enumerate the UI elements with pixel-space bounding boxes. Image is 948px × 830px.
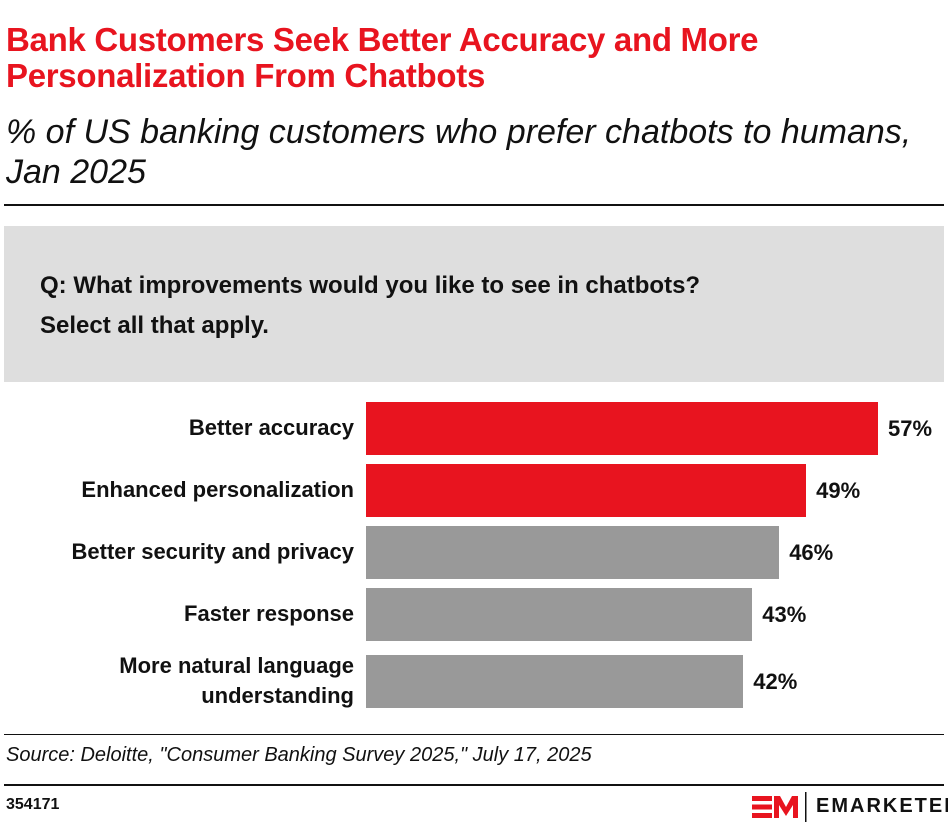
data-label: 43%: [762, 602, 807, 627]
bar: [366, 655, 744, 708]
question-text: Q: What improvements would you like to s…: [40, 266, 700, 346]
category-label: More natural language understanding: [119, 653, 354, 708]
data-label: 42%: [753, 669, 798, 694]
data-label: 46%: [789, 540, 834, 565]
source-note: Source: Deloitte, "Consumer Banking Surv…: [6, 744, 592, 766]
divider: [4, 784, 944, 786]
chart-subtitle: % of US banking customers who prefer cha…: [6, 113, 912, 191]
category-label: Faster response: [184, 601, 354, 626]
question-line-2: Select all that apply.: [40, 312, 269, 339]
divider: [4, 734, 944, 735]
divider: [4, 204, 944, 206]
category-label: Enhanced personalization: [81, 477, 354, 502]
bar: [366, 402, 878, 455]
data-label: 49%: [816, 478, 861, 503]
category-label: Better security and privacy: [71, 539, 354, 564]
question-line-1: Q: What improvements would you like to s…: [40, 272, 701, 299]
bar: [366, 588, 753, 641]
question-box: Q: What improvements would you like to s…: [4, 226, 944, 382]
brand-name: EMARKETER: [816, 795, 948, 817]
category-label: Better accuracy: [188, 415, 354, 440]
bar: [366, 464, 807, 517]
bar: [366, 526, 780, 579]
chart-title: Bank Customers Seek Better Accuracy and …: [6, 21, 759, 94]
data-label: 57%: [888, 416, 933, 441]
emarketer-logo-icon: [752, 792, 807, 822]
chart-id: 354171: [6, 796, 60, 813]
